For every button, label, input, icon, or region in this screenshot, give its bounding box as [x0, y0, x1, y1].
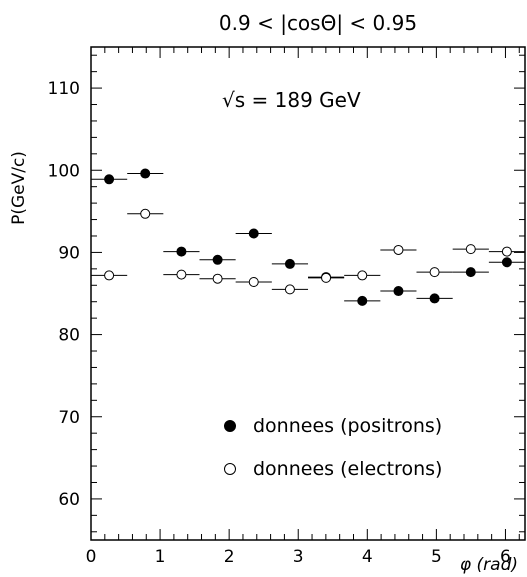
data-point [104, 174, 115, 185]
data-point [248, 276, 259, 287]
x-tick-label: 2 [224, 547, 235, 567]
series-1 [91, 208, 525, 295]
chart-title: 0.9 < |cosΘ| < 0.95 [219, 11, 417, 35]
data-point [140, 208, 151, 219]
legend-marker-positrons [224, 420, 236, 432]
data-series [91, 168, 525, 306]
x-tick-label: 5 [431, 547, 442, 567]
y-tick-label: 60 [58, 490, 80, 510]
legend-label-positrons: donnees (positrons) [253, 415, 442, 437]
data-point [284, 258, 295, 269]
data-point [393, 244, 404, 255]
y-axis-label: P(GeV/c) [9, 151, 29, 225]
y-tick-label: 110 [48, 79, 80, 99]
data-point [140, 168, 151, 179]
data-point [321, 272, 332, 283]
energy-annotation: √s = 189 GeV [222, 88, 361, 112]
data-point [104, 270, 115, 281]
x-axis-label: φ (rad) [460, 555, 518, 575]
plot-frame [90, 46, 526, 541]
y-tick-label: 80 [58, 326, 80, 346]
data-point [357, 295, 368, 306]
legend-marker-electrons [224, 463, 236, 475]
axis-ticks: 0 1 2 3 4 5 6 60 70 80 90 100 110 [48, 47, 525, 567]
data-point [465, 267, 476, 278]
data-point [393, 286, 404, 297]
data-point [429, 267, 440, 278]
x-tick-label: 1 [155, 547, 166, 567]
y-tick-label: 100 [48, 161, 80, 181]
data-point [176, 269, 187, 280]
x-tick-label: 3 [293, 547, 304, 567]
data-point [212, 254, 223, 265]
legend: donnees (positrons) donnees (electrons) [224, 415, 442, 480]
x-tick-label: 4 [362, 547, 373, 567]
data-point [501, 257, 512, 268]
data-point [212, 273, 223, 284]
data-point [465, 244, 476, 255]
x-tick-label: 0 [86, 547, 97, 567]
x-tick-label: 6 [500, 547, 511, 567]
y-tick-label: 90 [58, 243, 80, 263]
legend-label-electrons: donnees (electrons) [253, 458, 442, 480]
data-point [284, 284, 295, 295]
y-tick-label: 70 [58, 408, 80, 428]
data-point [176, 246, 187, 257]
data-point [357, 270, 368, 281]
data-point [248, 228, 259, 239]
series-0 [91, 168, 525, 306]
data-point [429, 293, 440, 304]
data-point [501, 246, 512, 257]
